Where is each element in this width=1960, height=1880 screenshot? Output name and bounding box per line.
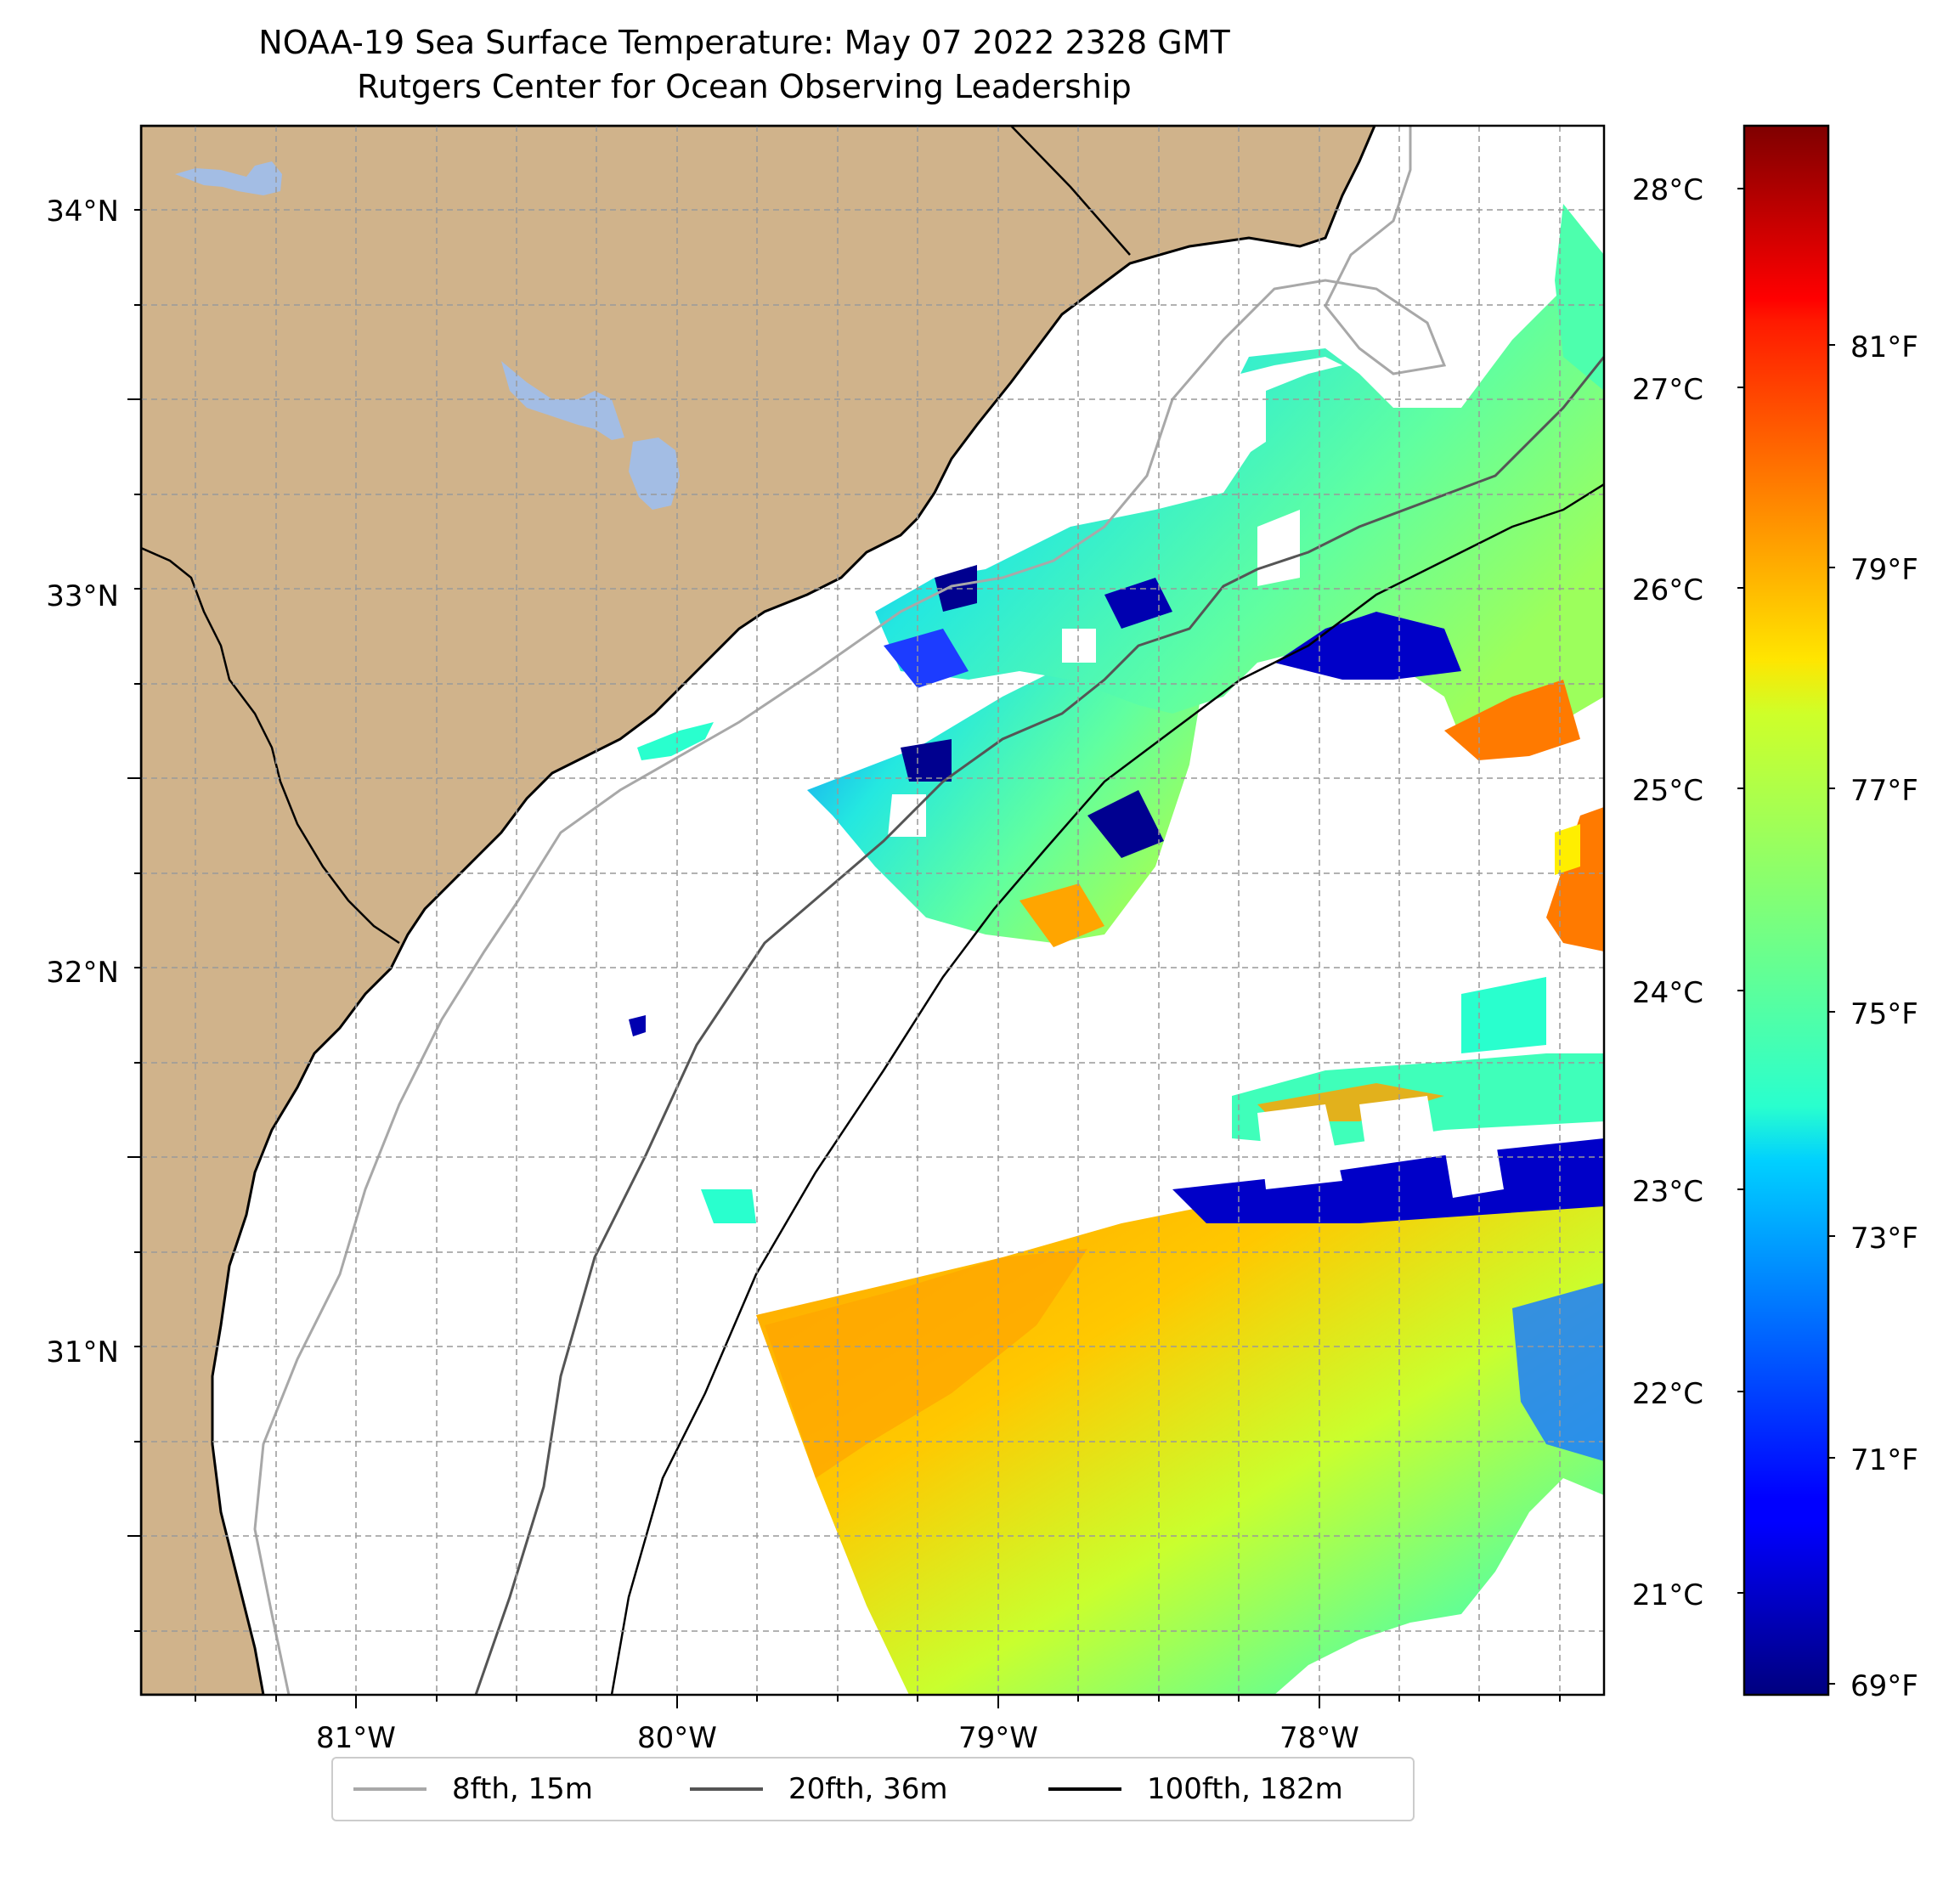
lon-label-79w: 79°W (958, 1721, 1038, 1755)
inland-water (175, 161, 680, 510)
cbar-c-24: 24°C (1632, 976, 1703, 1010)
cbar-f-77: 77°F (1850, 774, 1918, 808)
cbar-c-22: 22°C (1632, 1377, 1703, 1411)
map-subtitle: Rutgers Center for Ocean Observing Leade… (357, 68, 1132, 105)
colorbar: 28°C 27°C 26°C 25°C 24°C 23°C 22°C 21°C … (1632, 124, 1918, 1703)
lon-label-80w: 80°W (637, 1721, 717, 1755)
lat-label-32: 32°N (46, 956, 119, 990)
cbar-f-75: 75°F (1850, 997, 1918, 1031)
legend-item-100fth: 100fth, 182m (1048, 1759, 1343, 1820)
lon-label-78w: 78°W (1279, 1721, 1359, 1755)
cbar-c-25: 25°C (1632, 774, 1703, 808)
gridlines (141, 126, 1604, 1695)
legend-label-8fth: 8fth, 15m (452, 1772, 593, 1806)
legend-label-20fth: 20fth, 36m (788, 1772, 948, 1806)
map-ticks (127, 209, 1561, 1708)
legend-swatch-100fth (1048, 1787, 1121, 1791)
lat-label-31: 31°N (46, 1335, 119, 1369)
cbar-c-26: 26°C (1632, 573, 1703, 607)
cbar-f-79: 79°F (1850, 553, 1918, 587)
cbar-c-23: 23°C (1632, 1175, 1703, 1209)
cbar-f-69: 69°F (1850, 1669, 1918, 1703)
contour-legend: 8fth, 15m 20fth, 36m 100fth, 182m (331, 1757, 1415, 1821)
colorbar-gradient (1743, 124, 1830, 1697)
cbar-c-28: 28°C (1632, 173, 1703, 207)
lat-label-34: 34°N (46, 195, 119, 229)
map-frame (139, 124, 1606, 1697)
legend-swatch-8fth (353, 1787, 426, 1791)
map-area (141, 126, 1604, 1695)
cbar-f-81: 81°F (1850, 330, 1918, 364)
cbar-f-73: 73°F (1850, 1222, 1918, 1256)
lon-label-81w: 81°W (316, 1721, 396, 1755)
isobath-contours (253, 126, 1604, 1695)
lat-label-33: 33°N (46, 579, 119, 613)
legend-item-8fth: 8fth, 15m (353, 1759, 593, 1820)
sst-data-layer (629, 204, 1604, 1695)
legend-item-20fth: 20fth, 36m (690, 1759, 948, 1820)
legend-label-100fth: 100fth, 182m (1147, 1772, 1343, 1806)
land-mass (141, 126, 1376, 1695)
state-borders (141, 126, 1131, 945)
cbar-c-21: 21°C (1632, 1578, 1703, 1612)
map-title: NOAA-19 Sea Surface Temperature: May 07 … (258, 24, 1230, 61)
legend-swatch-20fth (690, 1787, 763, 1791)
cbar-c-27: 27°C (1632, 373, 1703, 407)
cbar-f-71: 71°F (1850, 1443, 1918, 1477)
